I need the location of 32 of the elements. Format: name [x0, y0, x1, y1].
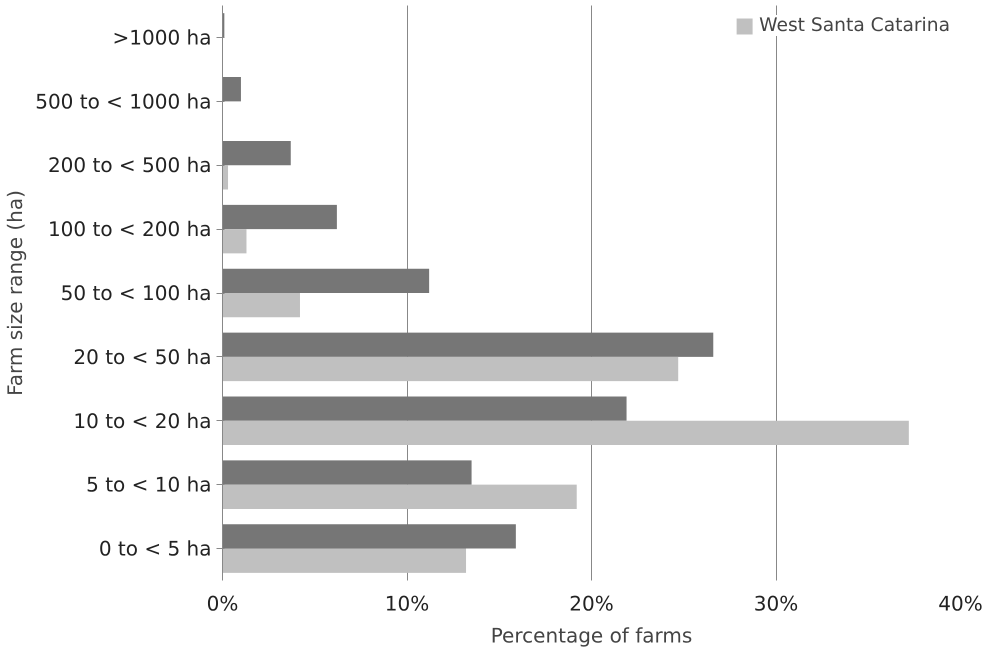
x-tick-label: 0%: [206, 592, 238, 616]
x-axis-title: Percentage of farms: [490, 624, 692, 648]
bar: [222, 229, 246, 254]
bar: [222, 140, 291, 166]
y-tick-label: >1000 ha: [112, 25, 212, 50]
y-tick-label: 5 to < 10 ha: [86, 472, 212, 497]
bar: [222, 77, 241, 102]
y-tick-label: 20 to < 50 ha: [73, 344, 212, 369]
bar: [222, 460, 472, 485]
bar: [222, 332, 714, 357]
x-tick-label: 10%: [384, 592, 430, 616]
y-axis-title: Farm size range (ha): [3, 190, 28, 396]
y-tick-label: 10 to < 20 ha: [73, 408, 212, 433]
bar: [222, 356, 678, 382]
bar: [222, 484, 577, 509]
bar: [222, 268, 430, 293]
y-tick-label: 0 to < 5 ha: [98, 536, 212, 561]
x-tick-label: 40%: [938, 592, 983, 616]
bar: [222, 524, 516, 549]
bar: [222, 396, 627, 421]
bar: [222, 204, 337, 230]
y-tick-label: 50 to < 100 ha: [60, 281, 212, 305]
bar: [222, 548, 466, 573]
bar: [222, 165, 228, 190]
y-tick-label: 200 to < 500 ha: [48, 153, 212, 178]
y-tick-label: 100 to < 200 ha: [48, 217, 212, 242]
legend-label: West Santa Catarina: [759, 15, 950, 36]
bar: [222, 420, 909, 446]
y-tick-label: 500 to < 1000 ha: [35, 89, 212, 114]
x-tick-label: 30%: [754, 592, 798, 616]
bar: [222, 293, 300, 318]
x-tick-label: 20%: [569, 592, 614, 616]
